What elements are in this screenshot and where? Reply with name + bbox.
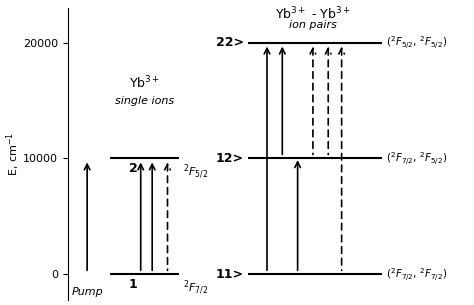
- Text: $^{2}F_{5/2}$: $^{2}F_{5/2}$: [183, 162, 208, 181]
- Text: 12>: 12>: [216, 152, 244, 165]
- Text: 2: 2: [128, 162, 137, 175]
- Text: ion pairs: ion pairs: [289, 20, 337, 30]
- Y-axis label: E, cm$^{-1}$: E, cm$^{-1}$: [4, 132, 22, 176]
- Text: Yb$^{3+}$: Yb$^{3+}$: [129, 75, 160, 92]
- Text: 11>: 11>: [216, 268, 244, 281]
- Text: 1: 1: [128, 278, 137, 291]
- Text: single ions: single ions: [115, 95, 174, 106]
- Text: $^{2}F_{7/2}$: $^{2}F_{7/2}$: [183, 278, 208, 296]
- Text: Pump: Pump: [71, 287, 103, 297]
- Text: ($^{2}F_{7/2}$, $^{2}F_{5/2}$): ($^{2}F_{7/2}$, $^{2}F_{5/2}$): [386, 150, 447, 167]
- Text: ($^{2}F_{7/2}$, $^{2}F_{7/2}$): ($^{2}F_{7/2}$, $^{2}F_{7/2}$): [386, 266, 447, 283]
- Text: 22>: 22>: [216, 36, 244, 49]
- Text: ($^{2}F_{5/2}$, $^{2}F_{5/2}$): ($^{2}F_{5/2}$, $^{2}F_{5/2}$): [386, 34, 447, 51]
- Text: Yb$^{3+}$ - Yb$^{3+}$: Yb$^{3+}$ - Yb$^{3+}$: [275, 5, 351, 22]
